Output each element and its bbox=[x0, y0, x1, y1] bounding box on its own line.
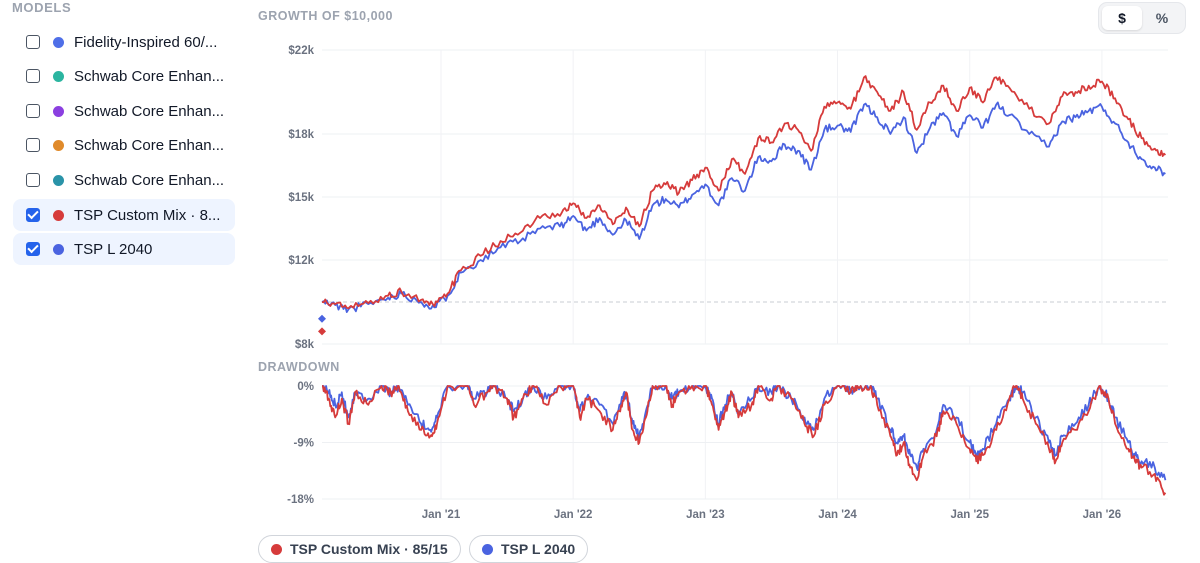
x-tick-label: Jan '22 bbox=[554, 509, 593, 521]
series-start-marker bbox=[318, 327, 326, 336]
x-tick-label: Jan '23 bbox=[686, 509, 725, 521]
drawdown-series-line bbox=[321, 385, 1167, 496]
growth-lines bbox=[318, 75, 1167, 336]
growth-y-tick-label: $8k bbox=[295, 339, 315, 351]
model-color-dot bbox=[53, 70, 64, 82]
x-tick-label: Jan '21 bbox=[422, 509, 461, 521]
x-tick-label: Jan '25 bbox=[950, 509, 989, 521]
dollar-toggle-button[interactable]: $ bbox=[1102, 6, 1142, 30]
drawdown-chart-title: DRAWDOWN bbox=[258, 360, 340, 374]
model-item[interactable]: TSP Custom Mix · 8... bbox=[13, 199, 235, 231]
model-item[interactable]: Fidelity-Inspired 60/... bbox=[13, 26, 235, 58]
drawdown-y-tick-label: 0% bbox=[297, 381, 314, 393]
series-start-marker bbox=[318, 314, 326, 323]
drawdown-y-tick-label: -18% bbox=[287, 494, 314, 506]
model-color-dot bbox=[53, 105, 64, 117]
growth-grid bbox=[322, 49, 1168, 345]
model-color-dot bbox=[53, 174, 64, 186]
model-checkbox[interactable] bbox=[26, 35, 40, 49]
x-tick-label: Jan '24 bbox=[818, 509, 857, 521]
growth-chart-title: GROWTH OF $10,000 bbox=[258, 9, 393, 23]
model-checkbox[interactable] bbox=[26, 69, 40, 83]
growth-y-tick-label: $12k bbox=[288, 255, 314, 267]
axis-labels: $22k $18k $15k $12k $8k Jan '21 Jan '22 Jan '23… bbox=[287, 45, 1121, 521]
model-item[interactable]: TSP L 2040 bbox=[13, 233, 235, 265]
growth-series-line bbox=[321, 75, 1167, 310]
model-color-dot bbox=[53, 36, 64, 48]
model-checkbox[interactable] bbox=[26, 138, 40, 152]
legend-item[interactable]: TSP L 2040 bbox=[469, 535, 589, 563]
legend-item[interactable]: TSP Custom Mix · 85/15 bbox=[258, 535, 461, 563]
growth-y-tick-label: $18k bbox=[288, 129, 314, 141]
model-item[interactable]: Schwab Core Enhan... bbox=[13, 95, 235, 127]
models-sidebar: MODELS Fidelity-Inspired 60/... Schwab Co… bbox=[0, 0, 245, 562]
legend-color-dot bbox=[271, 543, 282, 555]
legend-color-dot bbox=[482, 543, 493, 555]
model-item[interactable]: Schwab Core Enhan... bbox=[13, 164, 235, 196]
drawdown-grid bbox=[322, 385, 1168, 500]
model-color-dot bbox=[53, 243, 64, 255]
models-heading: MODELS bbox=[12, 0, 72, 15]
x-tick-label: Jan '26 bbox=[1083, 509, 1122, 521]
model-item[interactable]: Schwab Core Enhan... bbox=[13, 60, 235, 92]
model-checkbox[interactable] bbox=[26, 208, 40, 222]
model-checkbox[interactable] bbox=[26, 104, 40, 118]
model-color-dot bbox=[53, 139, 64, 151]
model-checkbox[interactable] bbox=[26, 242, 40, 256]
model-checkbox[interactable] bbox=[26, 173, 40, 187]
unit-toggle: $ % bbox=[1098, 2, 1186, 34]
drawdown-series-line bbox=[321, 385, 1167, 481]
growth-y-tick-label: $22k bbox=[288, 45, 314, 57]
drawdown-lines bbox=[321, 385, 1167, 496]
legend-label: TSP Custom Mix · 85/15 bbox=[290, 541, 448, 557]
growth-series-line bbox=[321, 101, 1166, 313]
model-item[interactable]: Schwab Core Enhan... bbox=[13, 129, 235, 161]
drawdown-y-tick-label: -9% bbox=[294, 438, 314, 450]
percent-toggle-button[interactable]: % bbox=[1155, 10, 1169, 26]
model-color-dot bbox=[53, 209, 64, 221]
legend-label: TSP L 2040 bbox=[501, 541, 576, 557]
growth-y-tick-label: $15k bbox=[288, 192, 314, 204]
